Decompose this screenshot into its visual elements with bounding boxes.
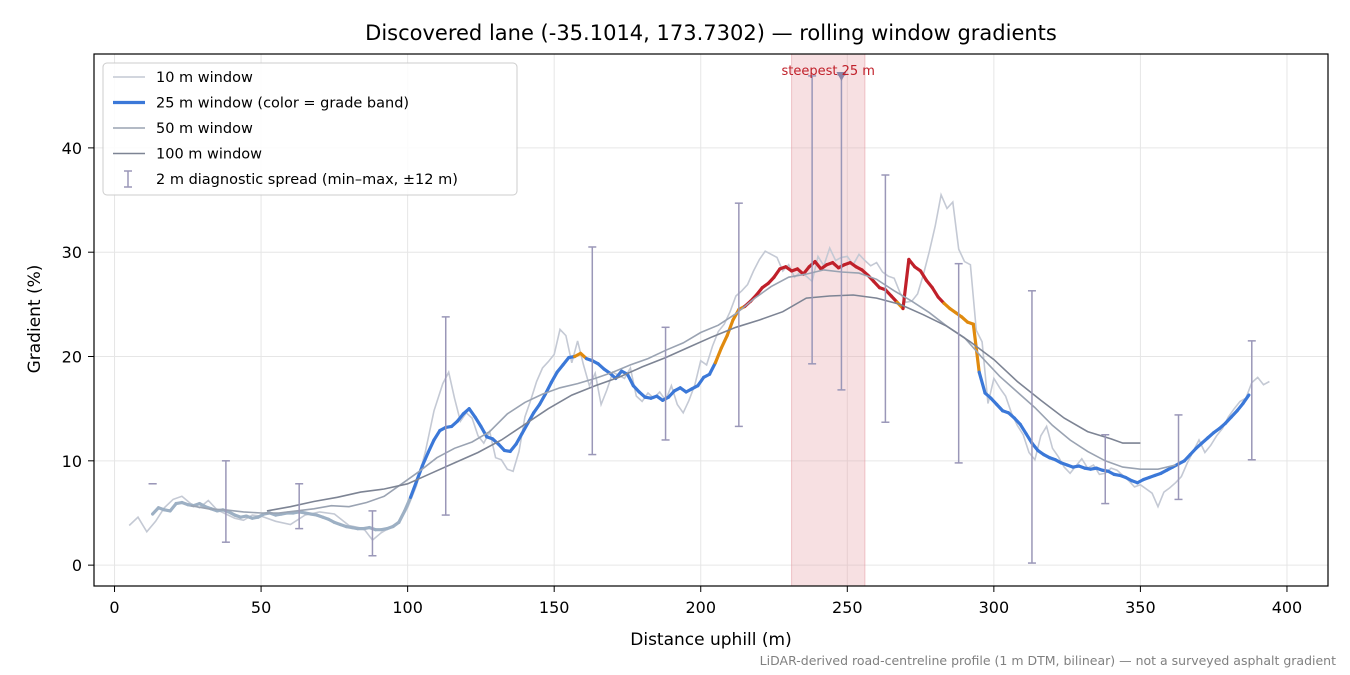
axes-frame <box>93 53 1329 587</box>
error-bar <box>1247 340 1256 461</box>
x-tick-label: 300 <box>979 598 1010 617</box>
series-25m-segment <box>426 438 436 455</box>
x-tick-label: 400 <box>1272 598 1303 617</box>
series-100m-window <box>266 294 1141 512</box>
legend-label: 100 m window <box>156 147 262 163</box>
error-bar <box>881 174 890 423</box>
series-25m-segment <box>532 402 542 415</box>
y-axis-label: Gradient (%) <box>25 265 45 374</box>
legend-item: 2 m diagnostic spread (min–max, ±12 m) <box>124 170 458 188</box>
error-bar <box>808 75 817 365</box>
series-50m-window <box>190 269 1176 514</box>
steepest-marker <box>836 71 847 81</box>
series-25m-segment <box>1241 393 1251 406</box>
series-25m-segment <box>432 428 442 442</box>
x-tick-label: 150 <box>539 598 570 617</box>
series-25m-segment <box>725 318 735 338</box>
series-25m-segment <box>707 361 717 376</box>
series-25m-segment <box>930 286 940 299</box>
series-25m-segment <box>520 421 530 436</box>
series-25m-segment <box>473 415 483 428</box>
x-axis-label: Distance uphill (m) <box>630 630 791 650</box>
legend-label: 50 m window <box>156 121 253 137</box>
legend-item: 50 m window <box>113 121 253 137</box>
x-tick-label: 50 <box>251 598 271 617</box>
series-group <box>128 74 1270 564</box>
x-tick-label: 200 <box>685 598 716 617</box>
error-bar <box>221 460 230 543</box>
x-tick-label: 0 <box>109 598 119 617</box>
error-bar <box>368 510 377 557</box>
series-25m-segment <box>479 424 489 439</box>
y-tick-label: 20 <box>62 348 82 367</box>
chart-title: Discovered lane (-35.1014, 173.7302) — r… <box>365 21 1057 45</box>
error-bar <box>954 262 963 464</box>
series-25m-segment <box>537 392 547 407</box>
series-25m-segment <box>420 450 430 468</box>
series-25m-segment <box>719 334 729 350</box>
series-25m-segment <box>713 346 723 365</box>
footnote: LiDAR-derived road-centreline profile (1… <box>760 653 1336 668</box>
legend: 10 m window 25 m window (color = grade ba… <box>102 62 518 196</box>
x-tick-label: 100 <box>392 598 423 617</box>
y-tick-label: 30 <box>62 243 82 262</box>
legend-item: 10 m window <box>113 70 253 86</box>
series-25m-segment <box>971 322 981 374</box>
legend-label: 25 m window (color = grade band) <box>156 96 409 112</box>
error-bar <box>661 326 670 441</box>
series-25m-segment <box>1024 432 1034 445</box>
error-bar <box>1174 414 1183 501</box>
error-bar <box>734 202 743 428</box>
series-25m-segment <box>397 509 407 524</box>
y-tick-label: 40 <box>62 139 82 158</box>
legend-label: 2 m diagnostic spread (min–max, ±12 m) <box>156 172 458 188</box>
legend-item: 100 m window <box>113 147 262 163</box>
error-bar <box>441 316 450 516</box>
series-25m-segment <box>772 267 782 279</box>
error-bar <box>1101 433 1110 505</box>
legend-item: 25 m window (color = grade band) <box>113 96 409 112</box>
series-25m-segment <box>408 480 419 499</box>
steepest-label: steepest 25 m <box>782 64 875 79</box>
x-tick-label: 250 <box>832 598 863 617</box>
steepest-window-band <box>791 53 866 587</box>
y-tick-label: 10 <box>62 452 82 471</box>
error-bar <box>1027 290 1036 564</box>
series-25m-segment <box>549 370 559 385</box>
plot-area: steepest 25 m 0 50 100 150 200 250 300 350 400 0 10… <box>62 53 1329 617</box>
error-bar <box>588 246 597 456</box>
series-25m-segment <box>901 257 911 311</box>
legend-label: 10 m window <box>156 70 253 86</box>
y-tick-label: 0 <box>72 556 82 575</box>
legend-box <box>102 62 518 196</box>
series-25m-segment <box>696 375 706 388</box>
diagnostic-spread-bars <box>148 74 1256 564</box>
series-25m-segment <box>514 432 524 446</box>
x-tick-label: 350 <box>1125 598 1156 617</box>
series-25m-segment <box>403 495 413 513</box>
series-25m-segment <box>625 372 635 388</box>
series-25m-segment <box>977 370 987 395</box>
series-25m-segment <box>918 269 929 282</box>
error-bar <box>295 483 304 530</box>
series-25m-segment <box>467 407 477 419</box>
series-25m-segment <box>1018 422 1028 436</box>
